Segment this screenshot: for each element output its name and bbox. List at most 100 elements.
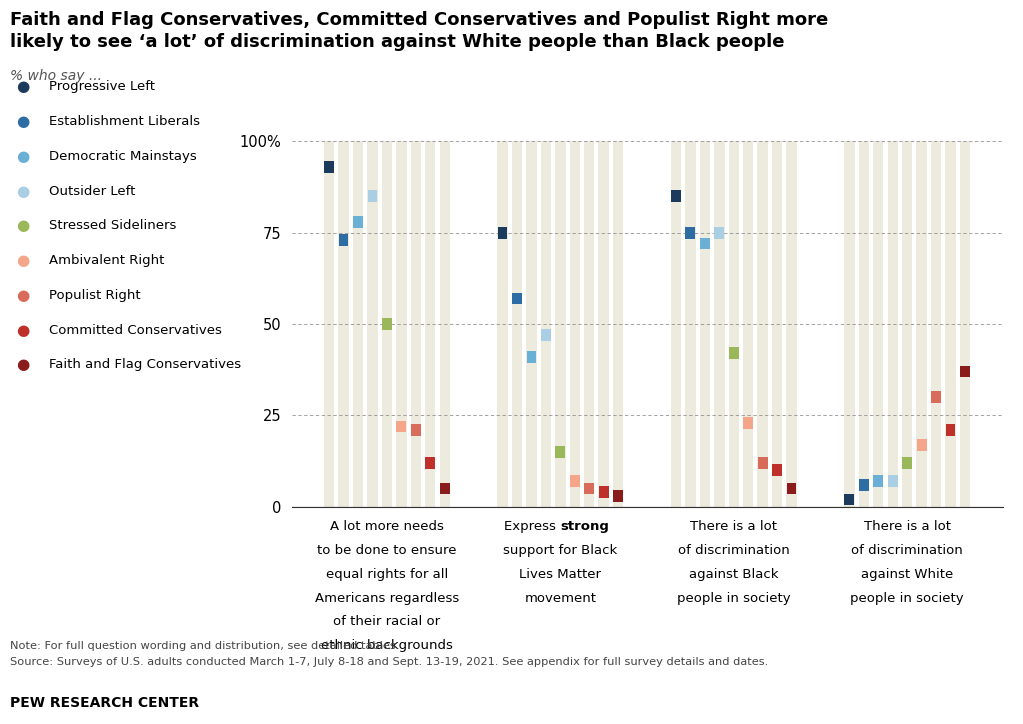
- Bar: [787, 141, 797, 507]
- Bar: [728, 348, 739, 359]
- Bar: [555, 446, 566, 458]
- Text: ●: ●: [16, 219, 29, 233]
- Text: ●: ●: [16, 358, 29, 372]
- Bar: [902, 457, 913, 468]
- Bar: [685, 227, 696, 238]
- Bar: [426, 141, 436, 507]
- Bar: [671, 190, 681, 202]
- Bar: [440, 141, 450, 507]
- Text: Ambivalent Right: Ambivalent Right: [49, 254, 165, 267]
- Bar: [888, 141, 898, 507]
- Text: against White: against White: [861, 568, 953, 581]
- Bar: [917, 439, 927, 450]
- Text: support for Black: support for Black: [503, 544, 618, 557]
- Text: likely to see ‘a lot’ of discrimination against White people than Black people: likely to see ‘a lot’ of discrimination …: [10, 33, 785, 51]
- Bar: [513, 292, 522, 304]
- Text: Faith and Flag Conservatives: Faith and Flag Conservatives: [49, 358, 241, 371]
- Bar: [844, 494, 854, 505]
- Bar: [598, 487, 609, 498]
- Text: There is a lot: There is a lot: [863, 520, 950, 533]
- Text: ●: ●: [16, 80, 29, 94]
- Bar: [772, 141, 783, 507]
- Bar: [440, 483, 450, 494]
- Bar: [858, 141, 869, 507]
- Bar: [685, 141, 696, 507]
- Bar: [844, 141, 854, 507]
- Bar: [613, 141, 623, 507]
- Text: Stressed Sideliners: Stressed Sideliners: [49, 219, 177, 232]
- Bar: [960, 366, 970, 377]
- Bar: [339, 234, 349, 246]
- Text: Populist Right: Populist Right: [49, 289, 141, 302]
- Bar: [541, 329, 550, 341]
- Text: movement: movement: [525, 592, 596, 605]
- Text: A lot more needs: A lot more needs: [330, 520, 444, 533]
- Text: PEW RESEARCH CENTER: PEW RESEARCH CENTER: [10, 696, 199, 710]
- Bar: [902, 141, 913, 507]
- Bar: [873, 141, 884, 507]
- Text: of discrimination: of discrimination: [678, 544, 790, 557]
- Text: ethnic backgrounds: ethnic backgrounds: [321, 639, 453, 652]
- Bar: [874, 476, 883, 487]
- Bar: [411, 424, 420, 436]
- Text: to be done to ensure: to be done to ensure: [317, 544, 456, 557]
- Bar: [671, 141, 681, 507]
- Text: against Black: against Black: [690, 568, 779, 581]
- Text: people in society: people in society: [850, 592, 964, 605]
- Text: Committed Conservatives: Committed Conservatives: [49, 324, 222, 337]
- Bar: [339, 141, 349, 507]
- Bar: [324, 161, 335, 173]
- Bar: [714, 141, 724, 507]
- Bar: [584, 483, 594, 494]
- Text: of their racial or: of their racial or: [333, 615, 441, 628]
- Text: Outsider Left: Outsider Left: [49, 185, 135, 198]
- Bar: [772, 464, 782, 476]
- Bar: [743, 141, 753, 507]
- Bar: [584, 141, 594, 507]
- Bar: [497, 141, 507, 507]
- Bar: [397, 421, 406, 432]
- Text: ●: ●: [16, 323, 29, 337]
- Bar: [367, 190, 377, 202]
- Bar: [353, 141, 363, 507]
- Bar: [512, 141, 522, 507]
- Bar: [945, 141, 955, 507]
- Bar: [714, 227, 724, 238]
- Bar: [700, 237, 710, 250]
- Bar: [367, 141, 377, 507]
- Bar: [787, 483, 797, 494]
- Text: ●: ●: [16, 253, 29, 268]
- Bar: [396, 141, 406, 507]
- Bar: [526, 141, 537, 507]
- Text: Lives Matter: Lives Matter: [520, 568, 602, 581]
- Text: Note: For full question wording and distribution, see detailed tables.: Note: For full question wording and dist…: [10, 641, 400, 651]
- Bar: [382, 318, 392, 330]
- Text: Express: Express: [504, 520, 561, 533]
- Bar: [700, 141, 710, 507]
- Text: Americans regardless: Americans regardless: [315, 592, 459, 605]
- Text: of discrimination: of discrimination: [851, 544, 963, 557]
- Bar: [758, 457, 767, 468]
- Bar: [555, 141, 566, 507]
- Bar: [497, 227, 507, 238]
- Text: Faith and Flag Conservatives, Committed Conservatives and Populist Right more: Faith and Flag Conservatives, Committed …: [10, 11, 829, 29]
- Bar: [570, 141, 580, 507]
- Bar: [917, 141, 927, 507]
- Bar: [888, 476, 897, 487]
- Bar: [931, 391, 941, 403]
- Bar: [945, 424, 955, 436]
- Bar: [541, 141, 551, 507]
- Bar: [728, 141, 739, 507]
- Text: equal rights for all: equal rights for all: [325, 568, 448, 581]
- Bar: [426, 457, 435, 468]
- Bar: [527, 351, 536, 363]
- Bar: [570, 476, 580, 487]
- Bar: [960, 141, 970, 507]
- Text: people in society: people in society: [677, 592, 791, 605]
- Bar: [382, 141, 392, 507]
- Text: strong: strong: [561, 520, 610, 533]
- Text: ●: ●: [16, 184, 29, 198]
- Text: Source: Surveys of U.S. adults conducted March 1-7, July 8-18 and Sept. 13-19, 2: Source: Surveys of U.S. adults conducted…: [10, 657, 768, 667]
- Bar: [859, 479, 869, 491]
- Text: Progressive Left: Progressive Left: [49, 80, 155, 93]
